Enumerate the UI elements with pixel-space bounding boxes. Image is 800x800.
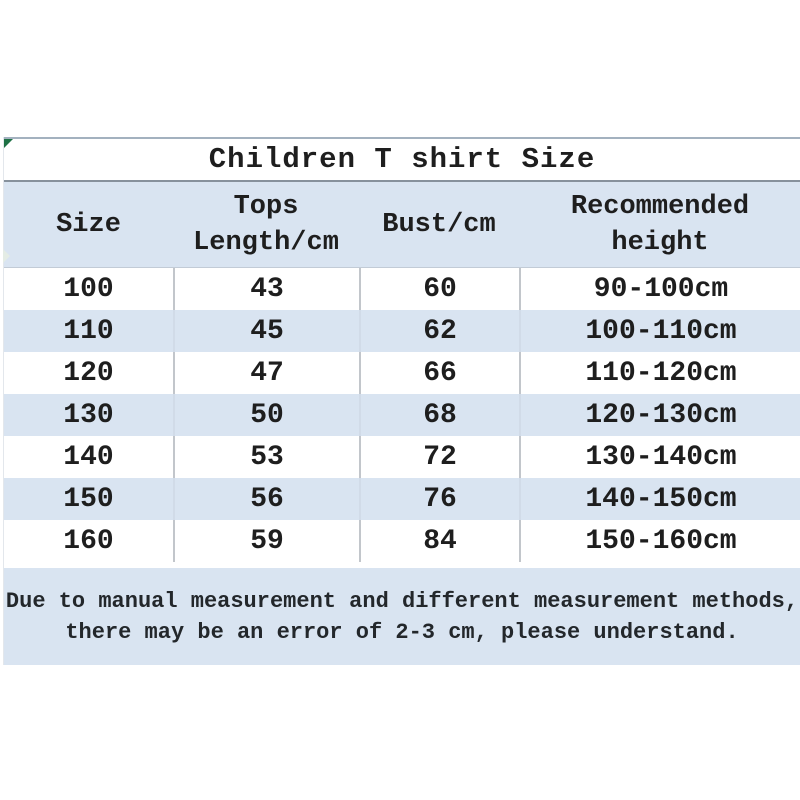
disclaimer-line2: there may be an error of 2-3 cm, please … (65, 619, 739, 645)
cell-tops-length: 45 (173, 310, 359, 352)
header-size-label: Size (56, 209, 121, 240)
table-title: Children T shirt Size (208, 143, 596, 176)
header-height-line1: Recommended (570, 191, 750, 222)
cell-height: 100-110cm (519, 310, 800, 352)
cell-tops-length: 50 (173, 394, 359, 436)
table-title-row: Children T shirt Size (4, 137, 800, 182)
cell-size: 160 (63, 525, 114, 557)
table-row: 110 45 62 100-110cm (4, 310, 800, 352)
table-row: 150 56 76 140-150cm (4, 478, 800, 520)
cell-bust: 66 (359, 352, 519, 394)
cell-bust: 76 (359, 478, 519, 520)
cell-size: 130 (63, 399, 114, 431)
disclaimer-line1: Due to manual measurement and different … (5, 588, 799, 614)
cell-bust: 60 (359, 268, 519, 310)
cell-size: 140 (63, 441, 114, 473)
cell-height: 120-130cm (519, 394, 800, 436)
header-tops-length: Tops Length/cm (173, 182, 359, 267)
row-gap (4, 562, 800, 568)
size-chart-table: Children T shirt Size Size Tops Length/c… (3, 137, 800, 665)
header-bust-label: Bust/cm (382, 209, 496, 240)
header-tops-line1: Tops (233, 191, 299, 222)
table-row: 130 50 68 120-130cm (4, 394, 800, 436)
green-triangle-icon (4, 139, 13, 148)
cell-tops-length: 59 (173, 520, 359, 562)
header-recommended-height: Recommended height (519, 182, 800, 267)
cell-height: 110-120cm (519, 352, 800, 394)
measurement-disclaimer: Due to manual measurement and different … (4, 568, 800, 665)
cell-bust: 84 (359, 520, 519, 562)
table-row: 120 47 66 110-120cm (4, 352, 800, 394)
left-edge-notch-icon (3, 249, 10, 263)
table-header-row: Size Tops Length/cm Bust/cm Recommended … (4, 182, 800, 268)
table-row: 100 43 60 90-100cm (4, 268, 800, 310)
header-bust: Bust/cm (359, 182, 519, 267)
cell-size: 120 (63, 357, 114, 389)
cell-height: 90-100cm (519, 268, 800, 310)
cell-bust: 72 (359, 436, 519, 478)
cell-bust: 68 (359, 394, 519, 436)
cell-height: 140-150cm (519, 478, 800, 520)
cell-size: 110 (63, 315, 114, 347)
cell-tops-length: 53 (173, 436, 359, 478)
cell-bust: 62 (359, 310, 519, 352)
cell-height: 130-140cm (519, 436, 800, 478)
header-tops-line2: Length/cm (193, 227, 339, 258)
cell-tops-length: 56 (173, 478, 359, 520)
cell-size: 150 (63, 483, 114, 515)
header-height-line2: height (611, 227, 709, 258)
cell-height: 150-160cm (519, 520, 800, 562)
table-row: 140 53 72 130-140cm (4, 436, 800, 478)
cell-tops-length: 43 (173, 268, 359, 310)
cell-size: 100 (63, 273, 114, 305)
table-row: 160 59 84 150-160cm (4, 520, 800, 562)
cell-tops-length: 47 (173, 352, 359, 394)
header-size: Size (4, 182, 173, 267)
